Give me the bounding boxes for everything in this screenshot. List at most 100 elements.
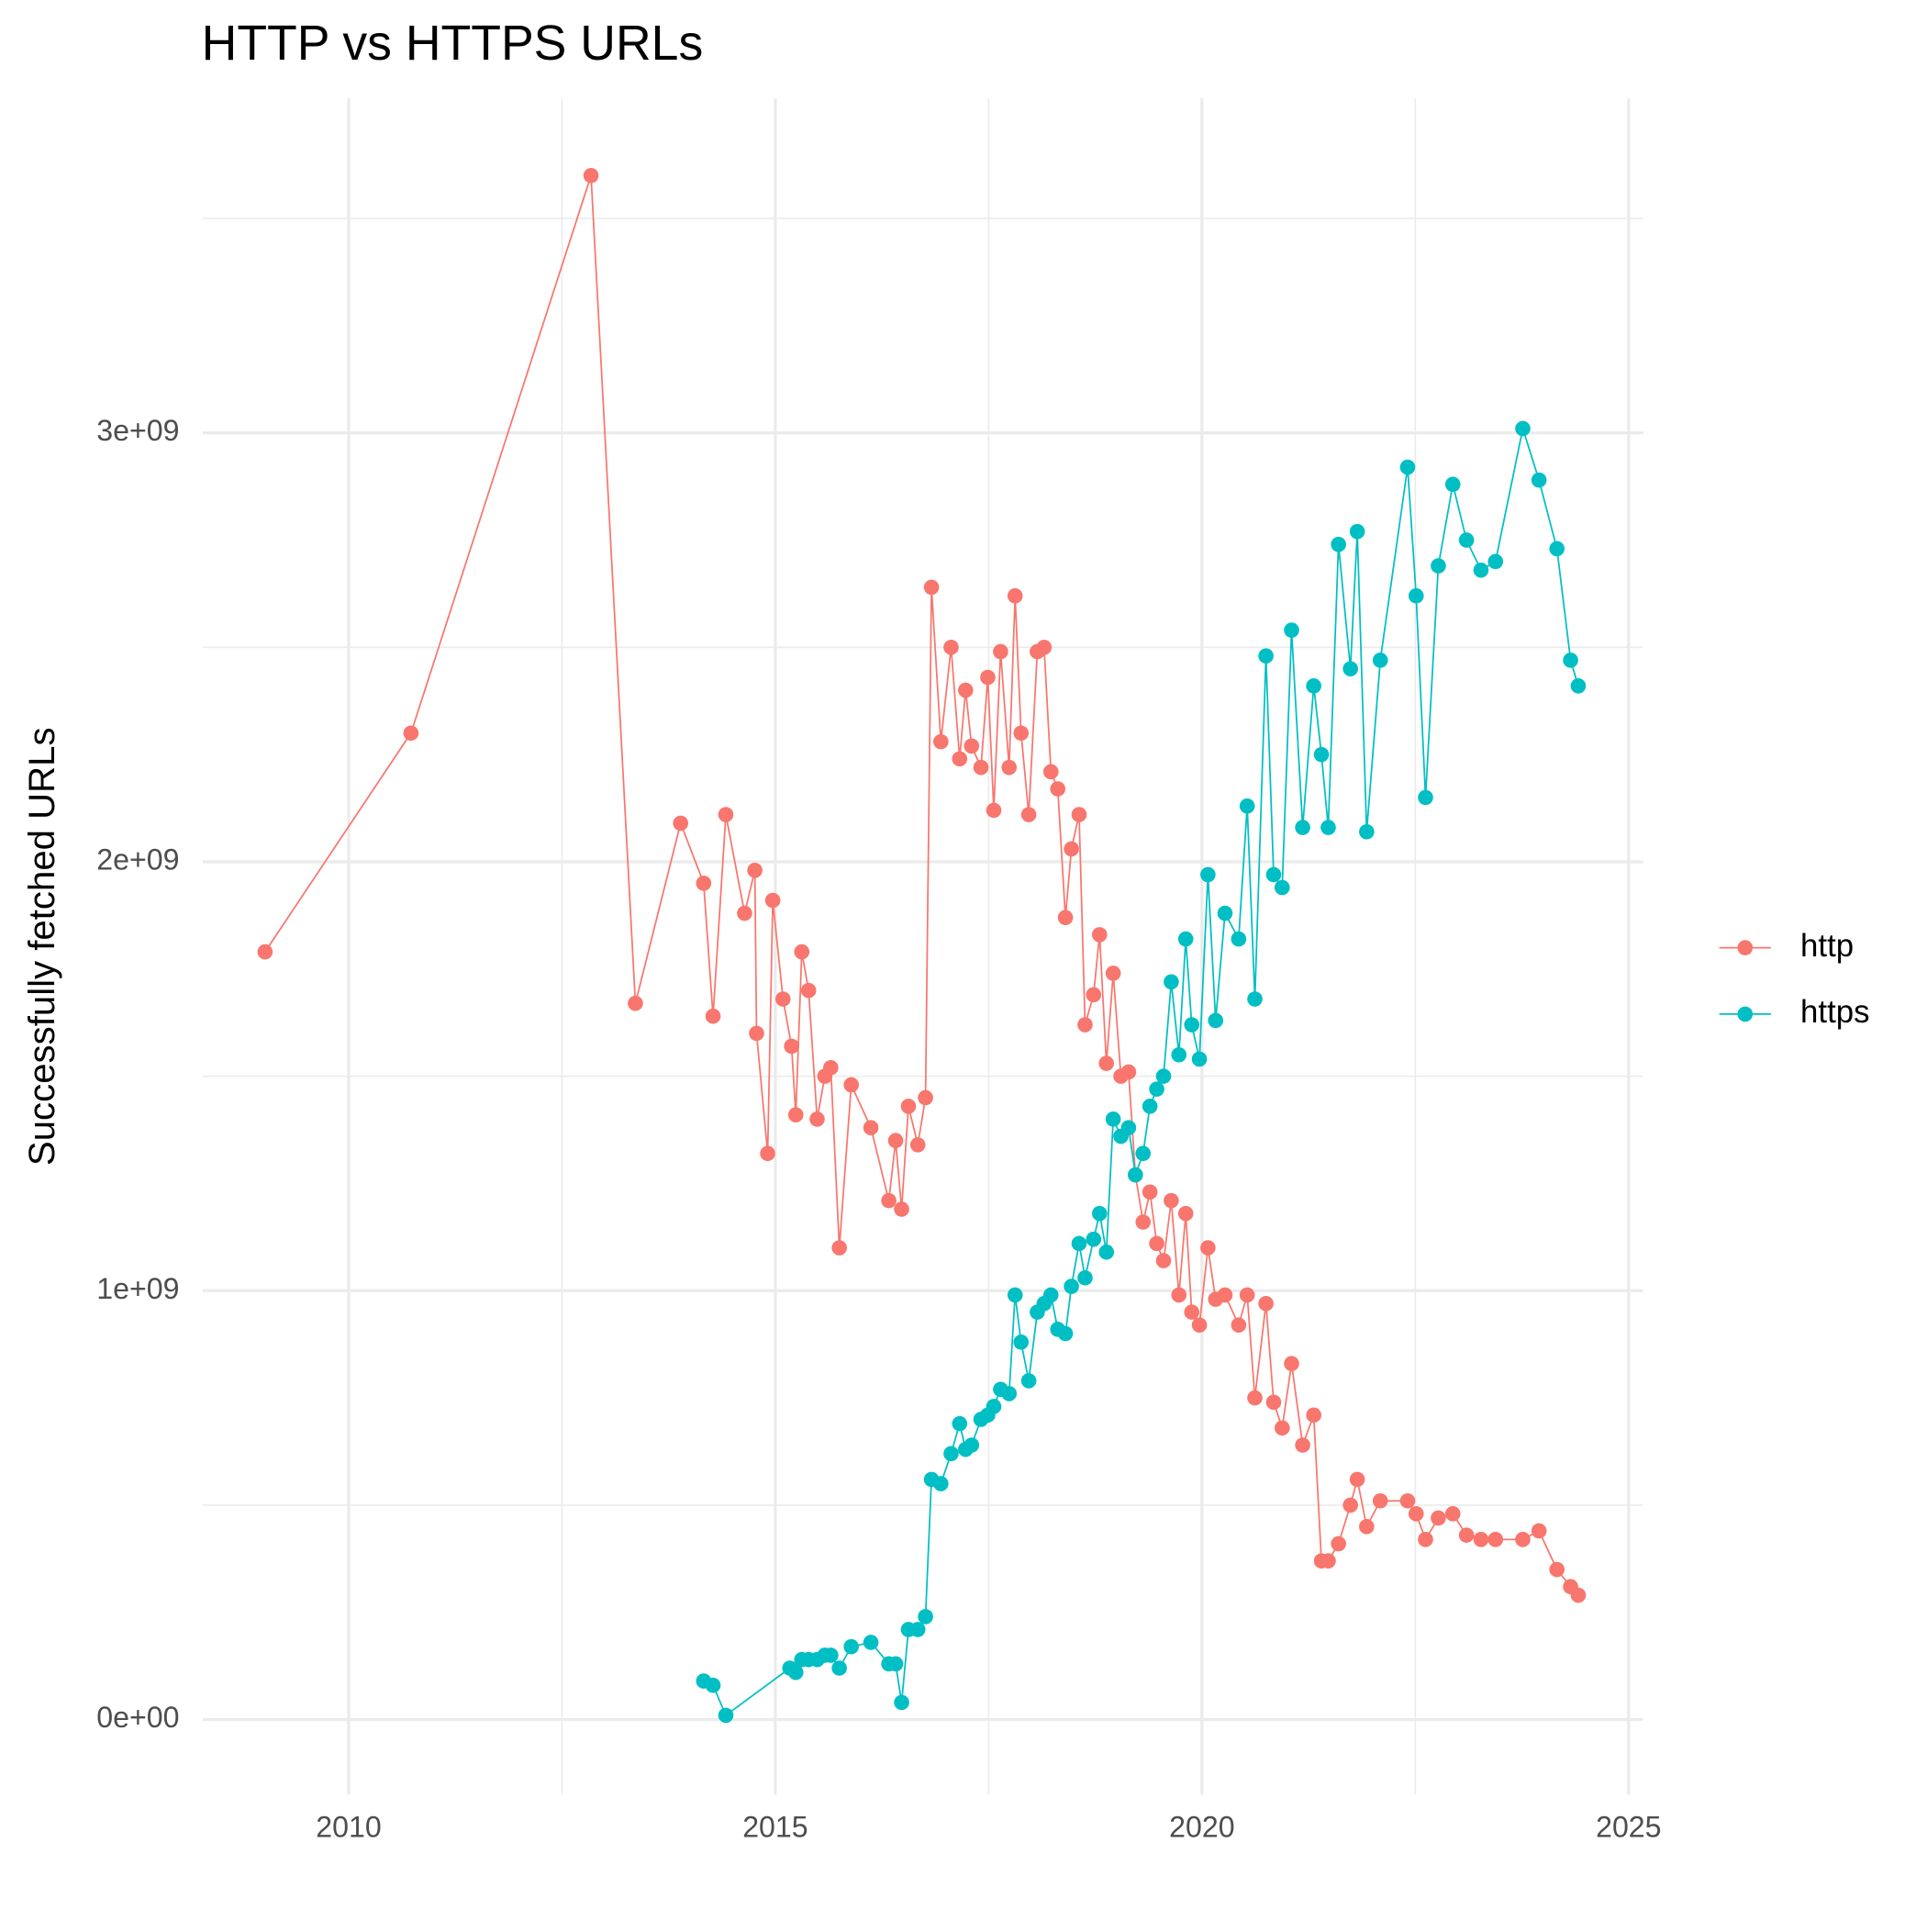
data-point <box>1184 1304 1200 1320</box>
data-point <box>747 862 763 878</box>
data-point <box>1042 1287 1059 1303</box>
data-point <box>1570 678 1587 694</box>
data-point <box>583 167 599 184</box>
data-point <box>1531 472 1547 488</box>
data-point <box>986 1399 1002 1414</box>
data-point <box>1418 789 1433 806</box>
data-point <box>1549 541 1565 557</box>
data-point <box>1191 1051 1208 1067</box>
data-point <box>1265 866 1282 883</box>
data-point <box>1208 1012 1224 1029</box>
data-point <box>1258 648 1274 664</box>
data-point <box>964 738 980 754</box>
data-point <box>909 1622 926 1637</box>
x-tick-label: 2010 <box>316 1810 381 1843</box>
data-point <box>918 1089 933 1106</box>
data-point <box>1086 1231 1102 1247</box>
y-tick-label: 1e+09 <box>96 1272 179 1305</box>
data-point <box>774 991 791 1007</box>
data-point <box>1342 661 1358 676</box>
legend-label: http <box>1800 928 1854 964</box>
data-point <box>1408 587 1424 604</box>
data-point <box>1217 1287 1233 1303</box>
data-point <box>784 1038 799 1055</box>
data-point <box>1064 1279 1079 1294</box>
data-point <box>1020 807 1037 822</box>
data-point <box>923 579 940 596</box>
data-point <box>1142 1099 1158 1114</box>
data-point <box>737 905 752 921</box>
data-point <box>1007 1287 1023 1303</box>
data-point <box>894 1201 909 1217</box>
data-point <box>1306 1407 1321 1424</box>
data-point <box>952 1415 968 1432</box>
data-point <box>1444 1505 1461 1522</box>
data-point <box>933 1476 949 1491</box>
data-point <box>1149 1081 1164 1097</box>
data-point <box>1020 1373 1037 1389</box>
data-point <box>1258 1295 1274 1312</box>
data-point <box>909 1137 926 1153</box>
data-point <box>1164 974 1179 990</box>
data-point <box>1135 1214 1152 1230</box>
data-point <box>1399 1492 1416 1509</box>
data-point <box>1042 764 1059 780</box>
data-point <box>843 1077 859 1093</box>
data-point <box>887 1656 904 1672</box>
data-point <box>673 815 689 832</box>
data-point <box>1372 1492 1388 1509</box>
plot-area <box>257 167 1587 1724</box>
data-point <box>1431 1510 1446 1526</box>
data-point <box>1071 807 1087 822</box>
legend-label: https <box>1800 994 1869 1030</box>
data-point <box>1120 1120 1137 1135</box>
data-point <box>705 1008 721 1024</box>
data-point <box>800 982 817 999</box>
series-line <box>264 174 1579 1596</box>
data-point <box>1120 1064 1137 1080</box>
data-point <box>1473 562 1489 578</box>
data-point <box>1057 1325 1074 1342</box>
data-point <box>1349 523 1365 540</box>
data-point <box>1164 1192 1179 1209</box>
data-point <box>1057 910 1074 926</box>
data-point <box>1331 1536 1346 1552</box>
data-point <box>705 1677 721 1693</box>
data-point <box>1217 905 1233 921</box>
data-point <box>1191 1317 1208 1333</box>
data-point <box>1231 931 1247 947</box>
data-point <box>823 1059 839 1076</box>
data-point <box>1342 1497 1358 1513</box>
data-point <box>1313 746 1330 763</box>
data-point <box>696 876 712 891</box>
data-point <box>1306 678 1321 694</box>
data-point <box>1231 1317 1247 1333</box>
data-point <box>760 1145 775 1162</box>
data-point <box>1284 622 1299 638</box>
data-point <box>718 1707 734 1724</box>
data-point <box>993 643 1008 660</box>
data-point <box>1431 558 1446 574</box>
data-point <box>809 1111 825 1127</box>
data-point <box>403 725 419 742</box>
data-point <box>1274 1420 1290 1436</box>
data-point <box>831 1660 847 1676</box>
data-point <box>1418 1532 1433 1547</box>
data-point <box>933 733 949 750</box>
data-point <box>1171 1046 1187 1063</box>
data-point <box>1359 823 1375 840</box>
data-point <box>718 807 734 822</box>
data-point <box>1331 536 1346 553</box>
y-tick-label: 2e+09 <box>96 843 179 876</box>
data-point <box>1177 1205 1194 1222</box>
grid <box>202 98 1643 1795</box>
data-point <box>1091 927 1108 943</box>
data-point <box>1064 841 1079 857</box>
data-point <box>1050 781 1066 797</box>
data-point <box>1200 866 1216 883</box>
data-point <box>957 682 974 698</box>
data-point <box>1001 1386 1018 1402</box>
data-point <box>1295 820 1310 835</box>
